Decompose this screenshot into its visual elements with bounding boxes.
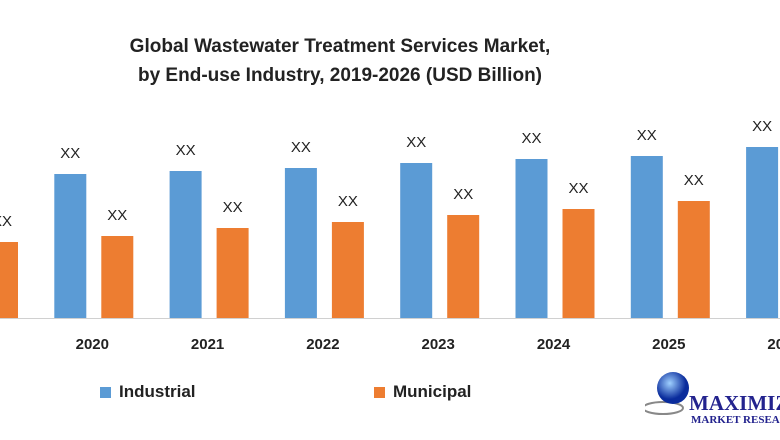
bar-municipal-2024	[562, 209, 595, 318]
bar-municipal-2021	[216, 228, 249, 318]
legend-label-industrial: Industrial	[119, 382, 196, 401]
bar-industrial-2022	[284, 168, 317, 318]
bar-municipal-2020	[101, 236, 134, 318]
logo-text-sub: MARKET RESEARCH	[691, 414, 780, 426]
x-tick-label-2022: 2022	[306, 336, 339, 353]
bar-municipal-2019	[0, 242, 18, 318]
data-label-municipal-2022: XX	[338, 193, 358, 210]
title-line-2: by End-use Industry, 2019-2026 (USD Bill…	[137, 65, 543, 86]
bar-industrial-2024	[515, 159, 548, 318]
maximize-market-research-logo: MAXIMIZE MARKET RESEARCH	[645, 360, 780, 440]
data-label-municipal-2021: XX	[223, 199, 243, 216]
legend-label-municipal: Municipal	[393, 382, 472, 401]
data-label-industrial-2022: XX	[291, 139, 311, 156]
title-line-1: Global Wastewater Treatment Services Mar…	[129, 36, 551, 57]
bar-municipal-2022	[331, 222, 364, 318]
bar-industrial-2026	[746, 147, 779, 318]
x-tick-label-2024: 2024	[537, 336, 571, 353]
bar-municipal-2023	[447, 215, 480, 318]
legend-swatch-industrial	[100, 386, 111, 398]
bar-industrial-2021	[169, 171, 202, 318]
data-label-industrial-2024: XX	[521, 130, 541, 147]
x-tick-label-2026: 2026	[767, 336, 780, 353]
logo-text-main: MAXIMIZE	[689, 391, 780, 415]
data-label-industrial-2023: XX	[406, 134, 426, 151]
data-label-municipal-2025: XX	[684, 172, 704, 189]
data-label-industrial-2021: XX	[176, 142, 196, 159]
x-tick-label-2023: 2023	[422, 336, 455, 353]
data-label-municipal-2019: XX	[0, 213, 12, 230]
legend-swatch-municipal	[374, 386, 385, 398]
legend-item-municipal: Municipal	[374, 382, 471, 402]
data-label-industrial-2020: XX	[60, 145, 80, 162]
x-tick-label-2021: 2021	[191, 336, 224, 353]
bar-industrial-2023	[400, 163, 433, 318]
x-tick-label-2025: 2025	[652, 336, 685, 353]
data-label-municipal-2024: XX	[568, 180, 588, 197]
legend-item-industrial: Industrial	[100, 382, 196, 402]
data-label-municipal-2020: XX	[107, 207, 127, 224]
x-tick-label-2020: 2020	[76, 336, 109, 353]
bar-industrial-2020	[54, 174, 87, 318]
data-label-industrial-2025: XX	[637, 127, 657, 144]
bar-municipal-2025	[677, 201, 710, 318]
bar-industrial-2025	[630, 156, 663, 318]
chart-title: Global Wastewater Treatment Services Mar…	[0, 32, 680, 90]
data-label-industrial-2026: XX	[752, 118, 772, 135]
data-label-municipal-2023: XX	[453, 186, 473, 203]
